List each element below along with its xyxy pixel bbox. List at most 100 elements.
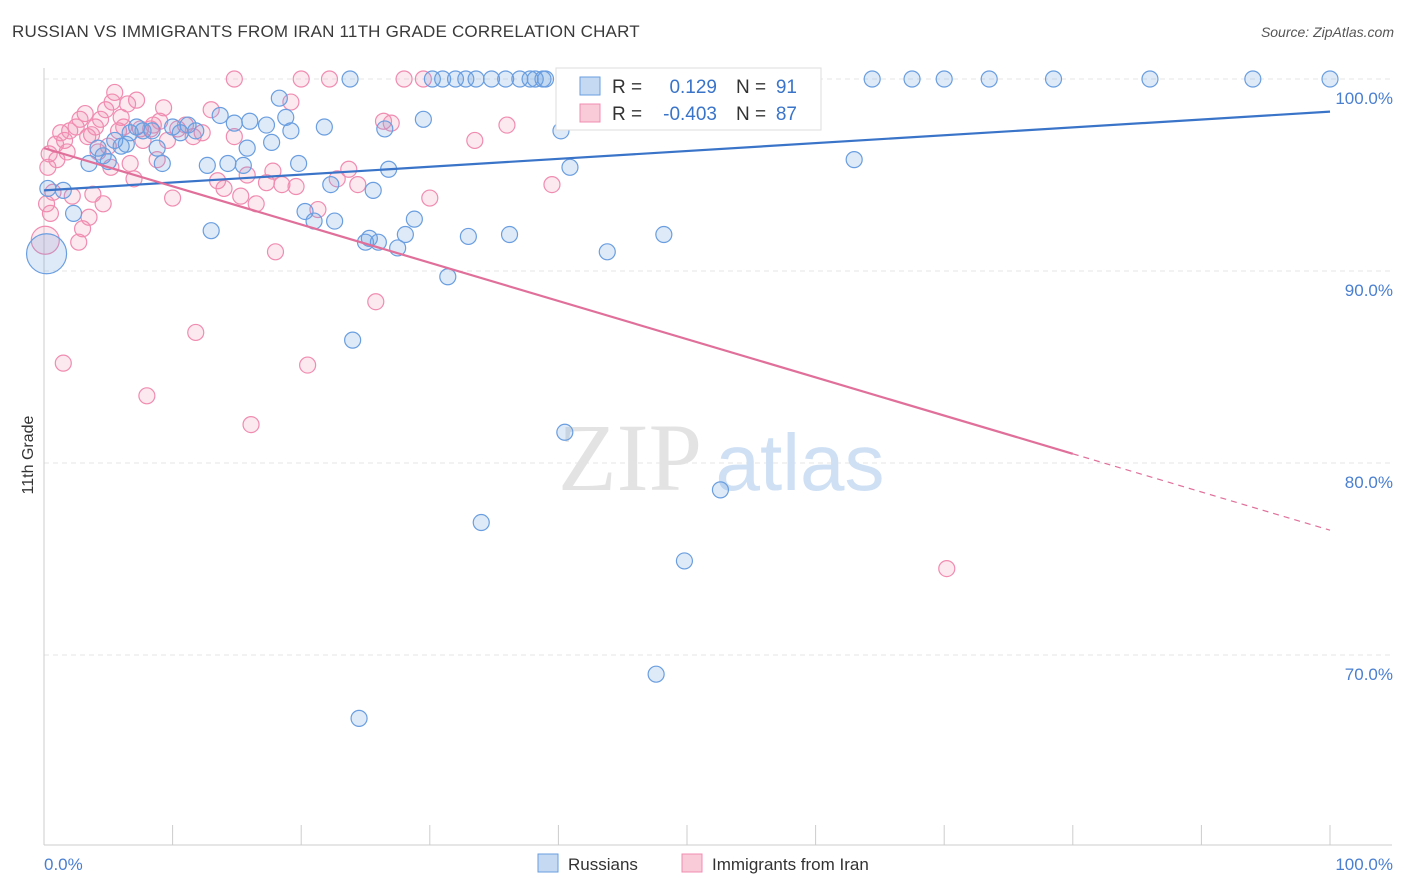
- point-iran-46: [154, 99, 173, 117]
- point-iran-79: [395, 70, 413, 88]
- point-iran-66: [273, 176, 291, 194]
- point-russians-26: [234, 156, 252, 174]
- point-russians-59: [467, 70, 485, 88]
- bottom-swatch-iran: [681, 853, 703, 873]
- legend-r-value-iran: -0.403: [663, 104, 717, 125]
- trend-line-iran: [43, 147, 1074, 455]
- points-russians: [25, 70, 1339, 727]
- x-tick-label-0: 0.0%: [44, 855, 83, 874]
- point-iran-78: [382, 114, 400, 132]
- point-russians-23: [211, 106, 229, 125]
- watermark-atlas: atlas: [716, 418, 885, 507]
- legend-n-value-iran: 87: [776, 104, 797, 125]
- point-russians-58: [459, 227, 477, 246]
- point-russians-25: [225, 114, 243, 132]
- legend-r-value-russians: 0.129: [669, 77, 717, 98]
- series-legend: Russians Immigrants from Iran: [537, 853, 869, 874]
- point-russians-33: [282, 122, 300, 140]
- point-russians-55: [439, 268, 457, 286]
- point-iran-58: [225, 70, 243, 88]
- point-russians-89: [1244, 70, 1262, 88]
- legend-swatch-iran: [579, 103, 601, 123]
- point-russians-85: [935, 70, 953, 88]
- point-russians-39: [326, 212, 344, 230]
- legend-n-label-2: N =: [736, 104, 766, 125]
- point-russians-45: [364, 181, 382, 199]
- legend-r-label-2: R =: [612, 104, 642, 125]
- point-russians-68: [536, 70, 555, 88]
- point-iran-35: [118, 95, 137, 113]
- point-russians-77: [675, 552, 694, 570]
- point-iran-59: [232, 187, 250, 205]
- point-russians-61: [482, 70, 501, 88]
- point-russians-21: [198, 156, 216, 174]
- point-iran-69: [292, 70, 310, 88]
- point-russians-87: [1044, 70, 1063, 88]
- point-russians-86: [980, 70, 998, 88]
- trend-line-iran-extension: [1072, 453, 1331, 531]
- point-russians-28: [241, 112, 259, 130]
- point-russians-13: [134, 122, 152, 140]
- point-iran-28: [99, 137, 117, 155]
- point-russians-42: [350, 709, 368, 727]
- point-russians-31: [270, 89, 288, 107]
- point-russians-44: [360, 229, 378, 247]
- point-russians-24: [219, 154, 237, 173]
- point-iran-70: [299, 356, 317, 374]
- point-iran-52: [187, 323, 205, 342]
- point-russians-1: [39, 179, 57, 198]
- point-russians-70: [556, 423, 574, 441]
- point-iran-84: [543, 176, 561, 194]
- point-iran-20: [80, 208, 98, 226]
- point-russians-71: [561, 158, 579, 176]
- point-russians-88: [1141, 70, 1159, 88]
- point-russians-54: [434, 70, 452, 88]
- point-russians-84: [903, 70, 921, 88]
- point-iran-80: [414, 70, 432, 88]
- point-russians-50: [396, 225, 414, 244]
- point-iran-83: [498, 116, 516, 134]
- point-russians-27: [238, 139, 256, 157]
- point-russians-63: [500, 225, 519, 244]
- legend-swatch-russians: [579, 76, 601, 96]
- point-russians-29: [257, 116, 276, 134]
- point-russians-14: [143, 122, 161, 140]
- point-iran-18: [76, 104, 94, 123]
- point-russians-82: [845, 151, 863, 169]
- point-iran-65: [266, 243, 285, 261]
- point-iran-34: [115, 118, 133, 136]
- point-russians-83: [863, 70, 881, 88]
- stats-legend: R = 0.129 N = 91 R = -0.403 N = 87: [555, 67, 822, 131]
- point-iran-15: [70, 233, 88, 251]
- trend-line-russians: [43, 110, 1331, 192]
- point-iran-38: [127, 91, 146, 109]
- x-tick-label-1: 100.0%: [1335, 855, 1393, 874]
- point-russians-38: [322, 176, 340, 194]
- point-russians-34: [290, 154, 308, 173]
- point-iran-37: [125, 170, 143, 188]
- point-iran-41: [138, 387, 156, 405]
- point-russians-41: [344, 331, 362, 349]
- point-iran-54: [202, 101, 220, 119]
- point-russians-90: [1321, 70, 1339, 88]
- legend-n-value-russians: 91: [776, 77, 797, 98]
- point-russians-11: [121, 124, 139, 142]
- y-tick-label-0: 100.0%: [1335, 89, 1393, 108]
- point-russians-52: [414, 110, 432, 128]
- point-russians-0: [25, 233, 68, 275]
- point-russians-40: [341, 70, 359, 88]
- y-tick-label-3: 70.0%: [1345, 665, 1393, 684]
- point-iran-72: [320, 70, 339, 88]
- point-russians-16: [153, 154, 171, 173]
- bottom-label-russians: Russians: [568, 855, 638, 874]
- point-iran-73: [328, 170, 346, 188]
- bottom-label-iran: Immigrants from Iran: [712, 855, 869, 874]
- point-russians-79: [711, 481, 730, 499]
- point-iran-85: [938, 559, 956, 578]
- y-tick-label-1: 90.0%: [1345, 281, 1393, 300]
- legend-n-label-1: N =: [736, 77, 766, 98]
- point-russians-3: [64, 204, 83, 222]
- point-russians-20: [187, 122, 205, 140]
- point-iran-61: [242, 416, 260, 434]
